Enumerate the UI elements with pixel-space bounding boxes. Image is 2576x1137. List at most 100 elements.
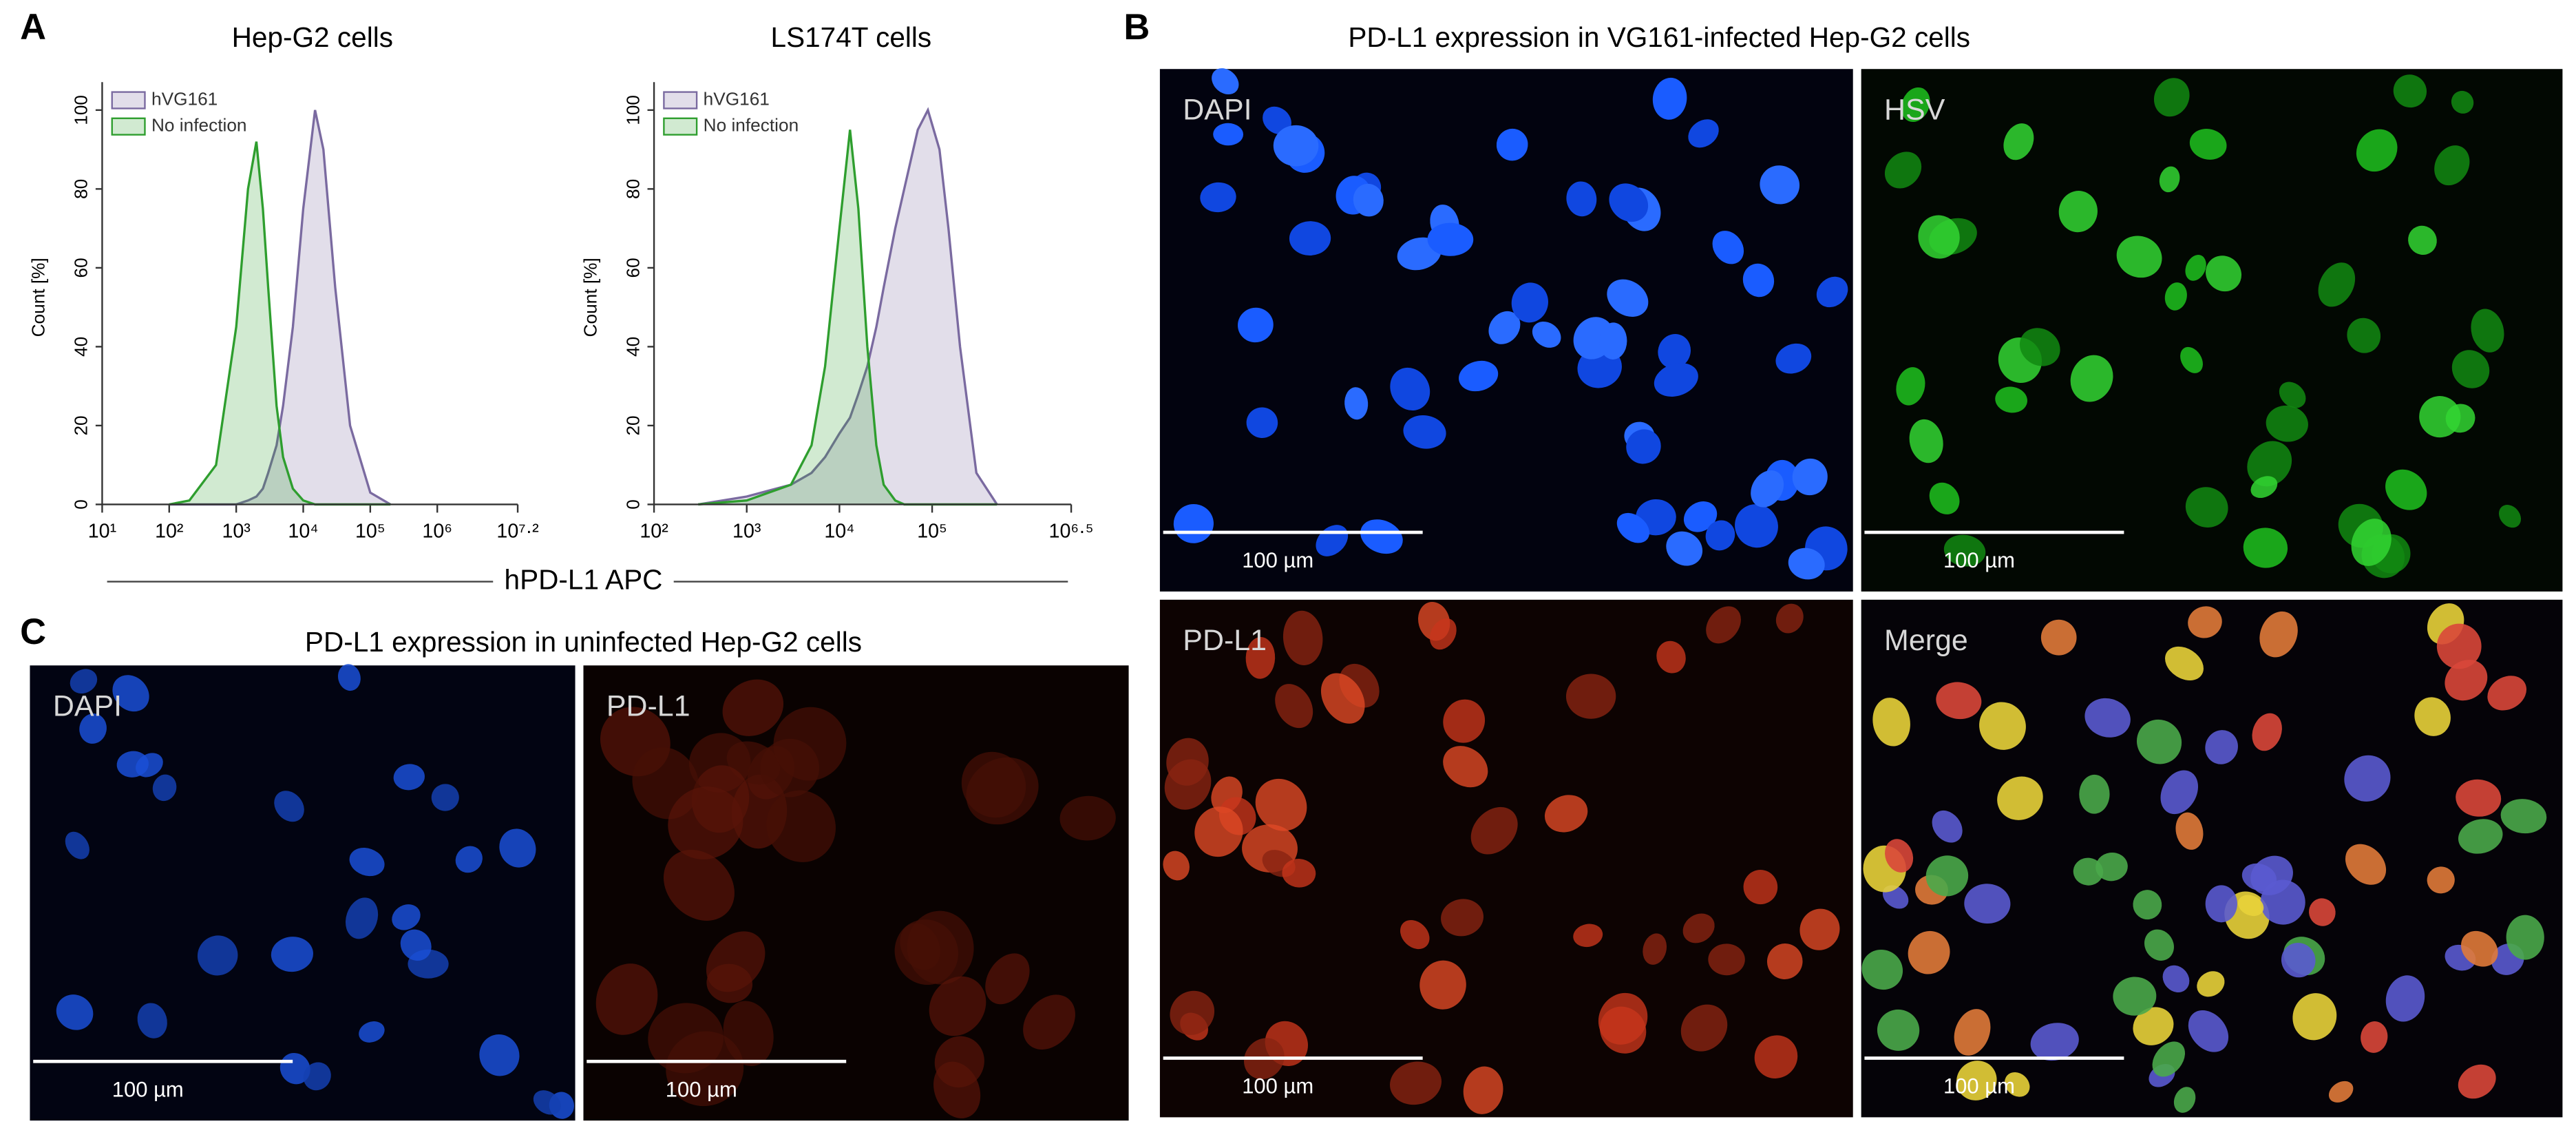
- cell: [2205, 730, 2238, 764]
- cell: [2328, 1081, 2354, 1103]
- cell: [2458, 819, 2503, 854]
- cell: [1775, 343, 1812, 374]
- cell: [1255, 778, 1307, 831]
- x-tick-label: 10¹: [88, 521, 116, 543]
- legend-swatch: [663, 91, 698, 109]
- cell: [2266, 405, 2308, 442]
- cell: [303, 1062, 331, 1091]
- y-tick-label: 40: [622, 337, 643, 357]
- cell: [2506, 915, 2544, 960]
- cell: [1164, 759, 1212, 810]
- cell: [1273, 125, 1319, 167]
- cell: [1735, 504, 1778, 548]
- cell: [2456, 779, 2502, 817]
- cell: [2079, 774, 2110, 814]
- y-tick-label: 0: [71, 499, 92, 510]
- cell: [2499, 505, 2522, 528]
- legend-label: hVG161: [704, 88, 770, 109]
- cell: [2259, 611, 2298, 658]
- cell: [2030, 1023, 2079, 1061]
- cell: [197, 935, 238, 976]
- y-axis-label: Count [%]: [580, 258, 600, 337]
- y-tick-label: 0: [622, 499, 643, 510]
- cell: [392, 904, 421, 930]
- y-tick-label: 60: [71, 258, 92, 278]
- cell: [2318, 262, 2356, 307]
- cell: [2351, 519, 2392, 566]
- cell: [2058, 191, 2098, 233]
- cell: [1565, 674, 1616, 719]
- cell: [1712, 231, 1744, 264]
- cell: [1463, 1066, 1503, 1114]
- cell: [1194, 806, 1243, 857]
- y-tick-label: 40: [71, 337, 92, 357]
- cell: [1059, 795, 1116, 841]
- cell: [2153, 78, 2190, 117]
- cell: [2116, 236, 2162, 278]
- cell: [2434, 145, 2470, 186]
- cell: [2292, 993, 2337, 1041]
- cell: [2189, 128, 2227, 160]
- cell: [1544, 795, 1588, 833]
- x-tick-label: 10⁶: [422, 521, 452, 543]
- cell: [1511, 282, 1548, 323]
- cell: [2345, 844, 2387, 885]
- micrograph: PD-L1 100 µm: [1159, 599, 1853, 1118]
- cell: [1403, 415, 1446, 449]
- cell: [1788, 547, 1825, 580]
- cell: [533, 1090, 561, 1115]
- cell: [706, 931, 766, 992]
- cell: [1282, 859, 1316, 888]
- cell: [1877, 1009, 1920, 1051]
- cell: [2347, 317, 2381, 353]
- panel-title: PD-L1 expression in VG161-infected Hep-G…: [1348, 21, 1970, 53]
- cell: [1245, 636, 1276, 679]
- cell: [1943, 534, 1986, 567]
- cell: [1742, 263, 1775, 298]
- cell: [359, 1021, 385, 1043]
- cell: [431, 784, 459, 811]
- panel-title: PD-L1 expression in uninfected Hep-G2 ce…: [305, 626, 862, 658]
- cell: [2160, 770, 2198, 815]
- cell: [1532, 321, 1561, 348]
- y-tick-label: 80: [71, 179, 92, 199]
- cell: [2164, 282, 2187, 311]
- cell: [1289, 221, 1331, 255]
- scale-bar-label: 100 µm: [112, 1077, 184, 1101]
- legend-swatch: [111, 117, 146, 136]
- cell: [2084, 698, 2131, 738]
- cell: [271, 937, 313, 972]
- cell: [2247, 441, 2292, 487]
- cell: [1616, 512, 1649, 543]
- scale-bar-label: 100 µm: [1943, 548, 2015, 572]
- cell: [393, 764, 425, 791]
- cell: [1360, 519, 1403, 554]
- cell: [1688, 119, 1719, 148]
- image-label: HSV: [1884, 94, 1945, 127]
- cell: [56, 994, 94, 1030]
- cell: [1995, 386, 2027, 413]
- cell: [2461, 930, 2498, 967]
- y-tick-label: 100: [71, 95, 92, 125]
- y-tick-label: 60: [622, 258, 643, 278]
- cell: [1872, 698, 1910, 747]
- cell: [2238, 895, 2264, 917]
- cell: [2133, 890, 2162, 920]
- legend-swatch: [663, 117, 698, 136]
- area-fill: [698, 129, 997, 505]
- cell: [1344, 387, 1369, 420]
- micrograph: DAPI 100 µm: [30, 664, 576, 1121]
- cell: [1816, 276, 1848, 308]
- cell: [1459, 360, 1499, 392]
- cell: [2197, 971, 2225, 997]
- cell: [1918, 215, 1960, 259]
- cell: [2040, 619, 2077, 656]
- x-tick-label: 10³: [732, 521, 761, 543]
- cell: [2243, 528, 2288, 568]
- cell: [2113, 977, 2157, 1016]
- cell: [137, 1003, 167, 1039]
- cell: [2445, 660, 2488, 701]
- micrograph: HSV 100 µm: [1861, 69, 2563, 592]
- scale-bar-label: 100 µm: [1242, 1074, 1313, 1098]
